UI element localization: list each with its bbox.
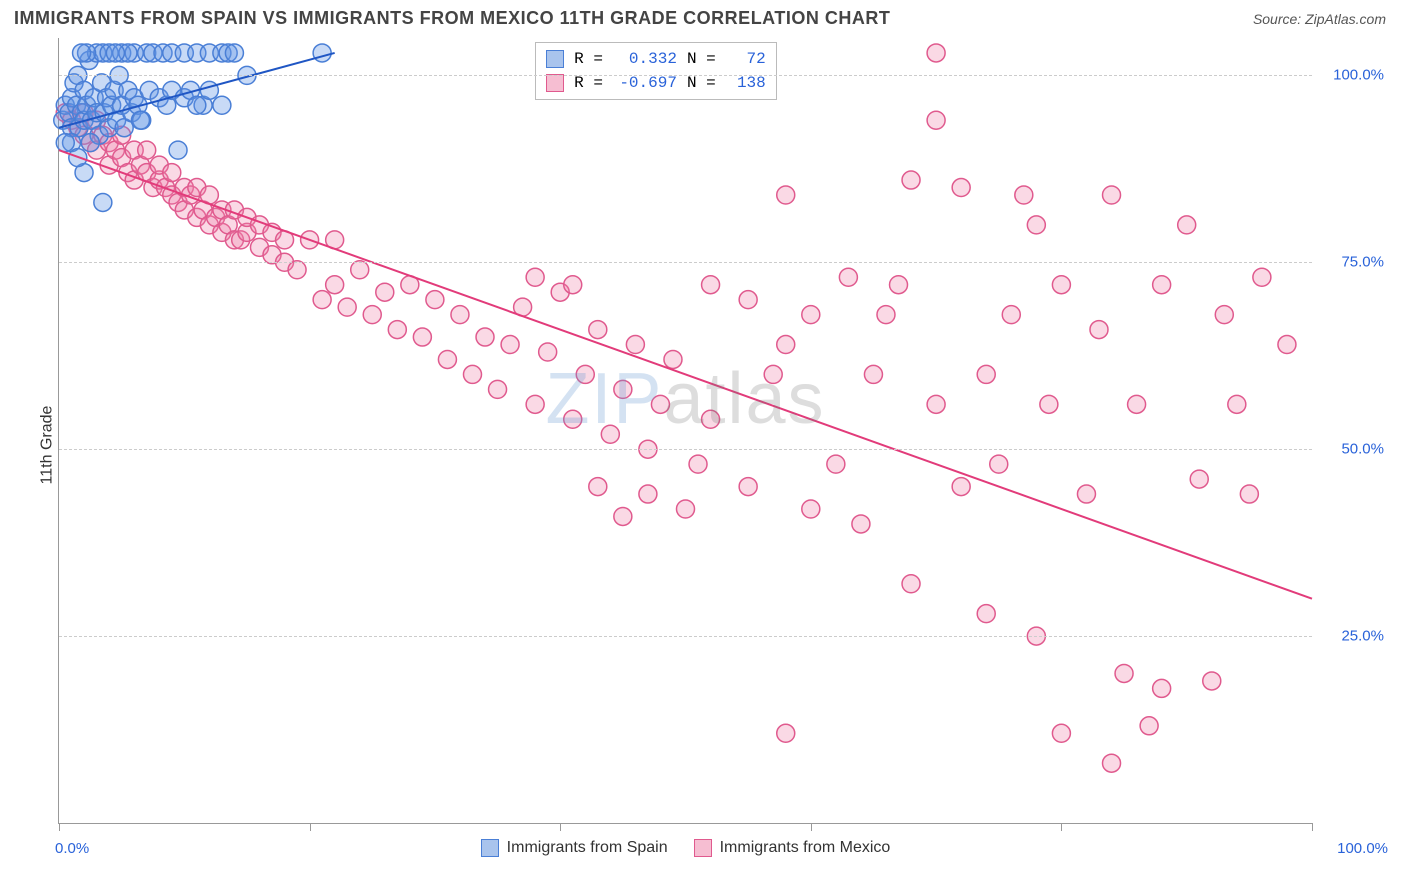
chart-title: IMMIGRANTS FROM SPAIN VS IMMIGRANTS FROM… [14, 8, 890, 29]
spain-r-value: 0.332 [613, 47, 677, 71]
r-label: R = [574, 47, 603, 71]
spain-series-label: Immigrants from Spain [507, 839, 668, 857]
y-tick-label: 25.0% [1320, 628, 1384, 645]
x-axis-legend: Immigrants from Spain Immigrants from Me… [59, 839, 1312, 857]
legend-item-mexico: Immigrants from Mexico [694, 839, 891, 857]
n-label: N = [687, 47, 716, 71]
x-tick-label: 100.0% [1337, 840, 1388, 857]
stat-row-spain: R = 0.332 N = 72 [546, 47, 766, 71]
statistics-legend: R = 0.332 N = 72 R = -0.697 N = 138 [535, 42, 777, 100]
mexico-swatch-icon [546, 74, 564, 92]
source-credit: Source: ZipAtlas.com [1253, 11, 1386, 27]
spain-swatch-icon [546, 50, 564, 68]
plot-area: ZIPatlas R = 0.332 N = 72 R = -0.697 N =… [58, 38, 1312, 824]
chart-container: 11th Grade ZIPatlas R = 0.332 N = 72 R =… [14, 38, 1392, 852]
legend-item-spain: Immigrants from Spain [481, 839, 668, 857]
trendlines-layer [59, 38, 1312, 823]
mexico-swatch-icon [694, 839, 712, 857]
y-tick-label: 75.0% [1320, 254, 1384, 271]
spain-swatch-icon [481, 839, 499, 857]
y-axis-label: 11th Grade [38, 406, 56, 485]
spain-n-value: 72 [726, 47, 766, 71]
y-tick-label: 50.0% [1320, 441, 1384, 458]
mexico-series-label: Immigrants from Mexico [720, 839, 891, 857]
y-tick-label: 100.0% [1320, 67, 1384, 84]
x-tick-label: 0.0% [55, 840, 89, 857]
